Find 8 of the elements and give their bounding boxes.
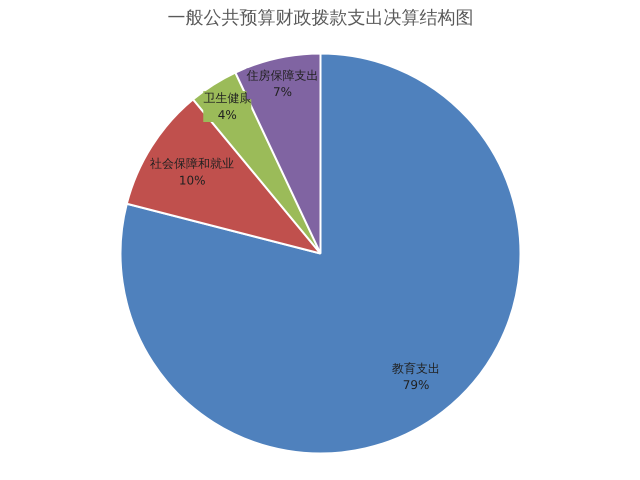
slice-label: 教育支出	[392, 361, 440, 376]
slice-label: 住房保障支出	[246, 68, 319, 82]
data-label: 79%	[402, 378, 430, 392]
chart-title: 一般公共预算财政拨款支出决算结构图	[168, 8, 474, 28]
data-label: 10%	[178, 173, 206, 188]
data-label: 7%	[273, 85, 292, 100]
data-label: 4%	[218, 108, 237, 122]
slice-label: 社会保障和就业	[150, 156, 234, 171]
